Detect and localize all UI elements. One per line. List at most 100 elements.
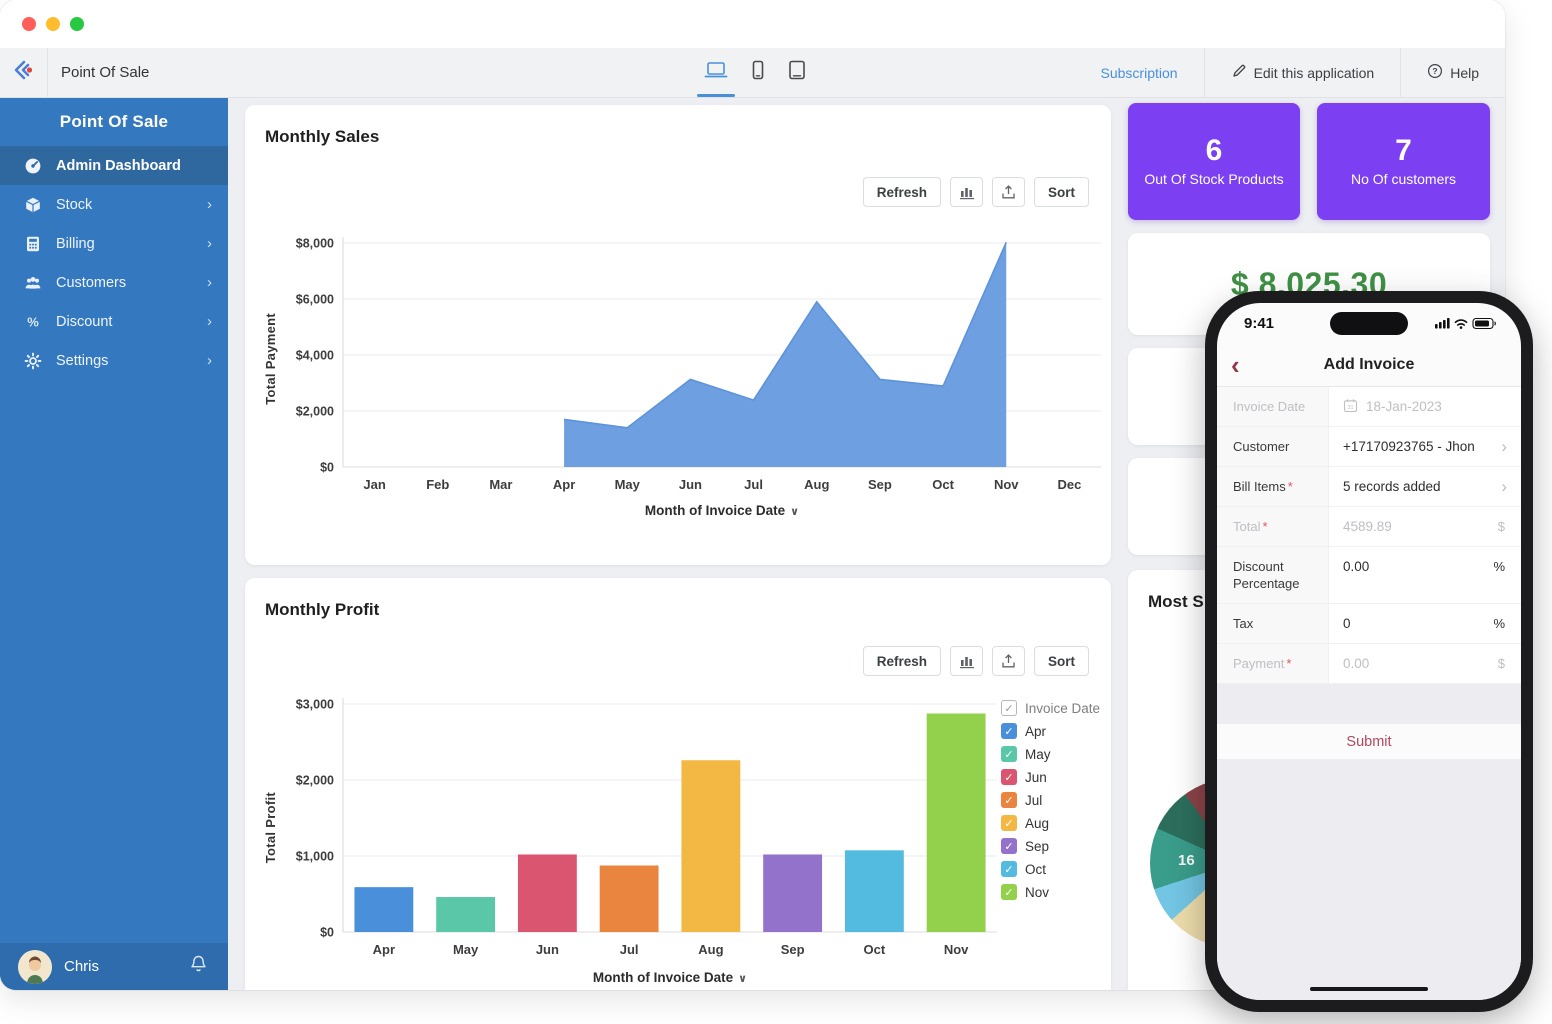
- sidebar-item-stock[interactable]: Stock ›: [0, 185, 228, 224]
- home-indicator[interactable]: [1310, 987, 1428, 991]
- bill-items-row[interactable]: Bill Items * 5 records added ›: [1217, 467, 1521, 507]
- phone-icon: [749, 59, 767, 86]
- phone-screen: 9:41: [1217, 303, 1521, 1000]
- sidebar-item-billing[interactable]: Billing ›: [0, 224, 228, 263]
- checked-checkbox-icon: ✓: [1001, 700, 1017, 716]
- tax-row[interactable]: Tax 0 %: [1217, 603, 1521, 644]
- sidebar-item-discount[interactable]: % Discount ›: [0, 302, 228, 341]
- legend-item-apr[interactable]: ✓ Apr: [1001, 723, 1100, 739]
- svg-text:31: 31: [1348, 405, 1354, 411]
- sort-button[interactable]: Sort: [1034, 646, 1089, 676]
- svg-text:Jan: Jan: [363, 477, 385, 492]
- most-selling-title: Most S: [1148, 592, 1204, 611]
- tab-tablet-preview[interactable]: [785, 48, 809, 97]
- checked-checkbox-icon: ✓: [1001, 861, 1017, 877]
- refresh-button[interactable]: Refresh: [862, 646, 941, 676]
- back-chevron-icon[interactable]: ‹: [1231, 349, 1240, 380]
- out-of-stock-label: Out Of Stock Products: [1144, 171, 1284, 188]
- discount-percentage-label: Discount Percentage: [1217, 547, 1329, 603]
- status-time: 9:41: [1244, 314, 1275, 332]
- chevron-right-icon: ›: [207, 196, 212, 213]
- out-of-stock-value: 6: [1205, 134, 1223, 168]
- chart-type-button[interactable]: [950, 177, 983, 207]
- monthly-profit-chart: Total Profit $0 $1,000 $2,000 $3,000 Apr May J…: [263, 692, 1005, 964]
- checked-checkbox-icon: ✓: [1001, 838, 1017, 854]
- svg-text:Apr: Apr: [553, 477, 575, 492]
- legend-label: Nov: [1025, 884, 1050, 900]
- customer-row[interactable]: Customer +17170923765 - Jhon ›: [1217, 427, 1521, 467]
- sales-x-axis-dropdown[interactable]: Month of Invoice Date ∨: [644, 503, 800, 518]
- required-asterisk: *: [1286, 655, 1292, 671]
- legend-item-oct[interactable]: ✓ Oct: [1001, 861, 1100, 877]
- device-preview-tabs: [701, 48, 809, 97]
- svg-text:%: %: [27, 314, 39, 329]
- export-icon: [1002, 185, 1015, 199]
- edit-application-button[interactable]: Edit this application: [1203, 48, 1401, 97]
- svg-text:$3,000: $3,000: [296, 698, 334, 712]
- out-of-stock-kpi-card[interactable]: 6 Out Of Stock Products: [1128, 103, 1300, 220]
- app-logo[interactable]: [0, 48, 48, 97]
- signal-wifi-battery-icons: [1435, 317, 1496, 330]
- svg-text:May: May: [453, 942, 479, 957]
- user-avatar[interactable]: [18, 949, 52, 984]
- sidebar-footer: Chris: [0, 943, 228, 990]
- phone-page-title: Add Invoice: [1323, 355, 1415, 373]
- settings-gear-icon: [24, 352, 42, 370]
- window-titlebar: [0, 0, 1505, 48]
- sidebar-item-settings[interactable]: Settings ›: [0, 341, 228, 380]
- legend-item-jun[interactable]: ✓ Jun: [1001, 769, 1100, 785]
- legend-item-aug[interactable]: ✓ Aug: [1001, 815, 1100, 831]
- svg-text:Jun: Jun: [536, 942, 559, 957]
- subscription-link[interactable]: Subscription: [1100, 64, 1178, 81]
- profit-x-axis-dropdown[interactable]: Month of Invoice Date ∨: [592, 970, 748, 985]
- chart-type-button[interactable]: [950, 646, 983, 676]
- invoice-date-value: 31 18-Jan-2023: [1329, 387, 1521, 426]
- svg-text:Apr: Apr: [373, 942, 395, 957]
- sort-button[interactable]: Sort: [1034, 177, 1089, 207]
- refresh-button[interactable]: Refresh: [862, 177, 941, 207]
- traffic-lights: [22, 17, 84, 31]
- chevron-right-icon: ›: [207, 313, 212, 330]
- total-row: Total * 4589.89 $: [1217, 507, 1521, 547]
- breadcrumb-app-title: Point Of Sale: [61, 64, 150, 81]
- svg-text:?: ?: [1433, 66, 1438, 76]
- legend-label: Aug: [1025, 815, 1050, 831]
- tab-phone-preview[interactable]: [747, 48, 769, 97]
- sidebar: Point Of Sale Admin Dashboard Stock › Bi…: [0, 98, 228, 990]
- svg-text:Oct: Oct: [864, 942, 886, 957]
- tax-value[interactable]: 0: [1343, 615, 1351, 631]
- pie-slice-label: 16: [1178, 852, 1195, 869]
- export-button[interactable]: [992, 646, 1025, 676]
- close-window-button[interactable]: [22, 17, 36, 31]
- minimize-window-button[interactable]: [46, 17, 60, 31]
- discount-percentage-row[interactable]: Discount Percentage 0.00 %: [1217, 547, 1521, 604]
- help-icon: ?: [1427, 63, 1443, 82]
- svg-text:Sep: Sep: [868, 477, 892, 492]
- help-button[interactable]: ? Help: [1400, 48, 1505, 97]
- customers-kpi-card[interactable]: 7 No Of customers: [1317, 103, 1490, 220]
- legend-item-may[interactable]: ✓ May: [1001, 746, 1100, 762]
- creator-logo-icon: [12, 58, 36, 87]
- submit-button[interactable]: Submit: [1217, 723, 1521, 762]
- legend-label: Jun: [1025, 769, 1047, 785]
- zoom-window-button[interactable]: [70, 17, 84, 31]
- customer-label: Customer: [1217, 427, 1329, 466]
- bell-icon[interactable]: [189, 954, 208, 979]
- sales-y-axis-label: Total Payment: [263, 313, 278, 405]
- legend-item-nov[interactable]: ✓ Nov: [1001, 884, 1100, 900]
- form-section-gap: [1217, 683, 1521, 724]
- sidebar-item-admin-dashboard[interactable]: Admin Dashboard: [0, 146, 228, 185]
- tab-desktop-preview[interactable]: [701, 48, 731, 97]
- legend-item-sep[interactable]: ✓ Sep: [1001, 838, 1100, 854]
- sidebar-item-customers[interactable]: Customers ›: [0, 263, 228, 302]
- payment-row: Payment * 0.00 $: [1217, 643, 1521, 684]
- export-button[interactable]: [992, 177, 1025, 207]
- svg-text:$6,000: $6,000: [296, 293, 334, 307]
- legend-item-jul[interactable]: ✓ Jul: [1001, 792, 1100, 808]
- discount-percentage-value[interactable]: 0.00: [1343, 559, 1370, 574]
- legend-header[interactable]: ✓ Invoice Date: [1001, 700, 1100, 716]
- chevron-right-icon: ›: [207, 235, 212, 252]
- svg-text:Nov: Nov: [944, 942, 969, 957]
- svg-text:$8,000: $8,000: [296, 237, 334, 251]
- svg-text:Jul: Jul: [620, 942, 639, 957]
